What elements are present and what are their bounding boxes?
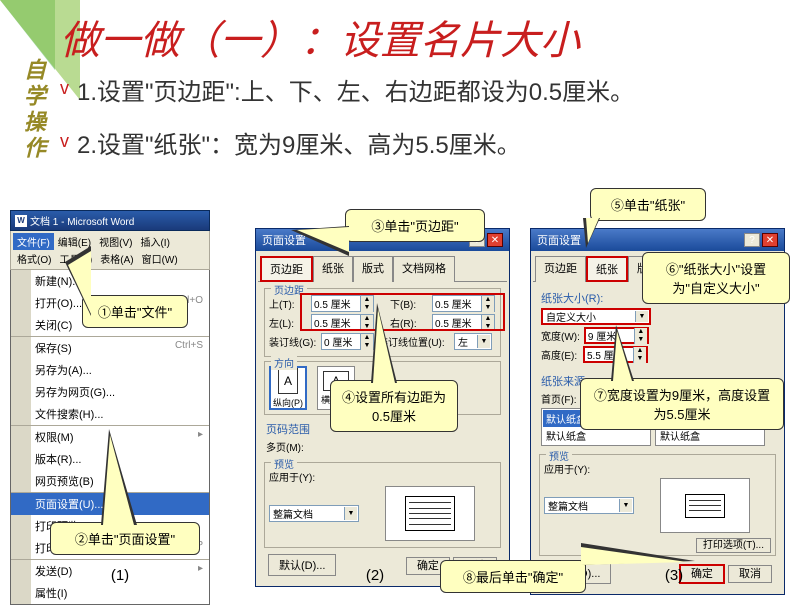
paper-source-title: 纸张来源 [541,376,585,388]
left-spinner[interactable]: ▲▼ [311,314,374,331]
tab-margins[interactable]: 页边距 [260,256,313,282]
pages-title: 页码范围 [266,424,310,436]
orient-portrait[interactable]: A纵向(P) [269,366,307,410]
bullet: v [60,78,69,99]
menu-view[interactable]: 视图(V) [95,233,136,250]
menu-file[interactable]: 文件(F) [13,233,54,250]
dialog2-titlebar: 页面设置 ?✕ [531,229,784,251]
menu-format[interactable]: 格式(O) [13,250,55,267]
callout-7: ⑦宽度设置为9厘米，高度设置为5.5厘米 [580,378,784,430]
apply-select-2[interactable]: 整篇文档 [544,497,634,514]
menu-item-6[interactable]: 文件搜索(H)... [11,403,209,425]
callout-1-text: ①单击"文件" [98,305,172,320]
callout-8: ⑧最后单击"确定" [440,560,586,593]
callout-5-text: ⑤单击"纸张" [611,198,685,213]
menu-window[interactable]: 窗口(W) [138,250,182,267]
dialog2-title: 页面设置 [537,232,581,248]
callout-2-text: ②单击"页面设置" [75,532,175,547]
instruction-2: 2.设置"纸张"：宽为9厘米、高为5.5厘米。 [77,125,521,160]
default-button[interactable]: 默认(D)... [268,554,336,576]
right-spinner[interactable]: ▲▼ [432,314,495,331]
help-icon[interactable]: ? [744,233,760,247]
callout-3: ③单击"页边距" [345,209,485,242]
instructions: v 1.设置"页边距":上、下、左、右边距都设为0.5厘米。 v 2.设置"纸张"：… [60,72,764,178]
width-label: 宽度(W): [541,328,580,343]
apply-label: 应用于(Y): [269,469,321,484]
callout-6-text: ⑥"纸张大小"设置为"自定义大小" [666,262,766,296]
page-title: 做一做（一）：设置名片大小 [60,8,580,66]
menu-table[interactable]: 表格(A) [96,250,137,267]
step-3-label: (3) [644,567,704,584]
close-icon[interactable]: ✕ [487,233,503,247]
callout-5: ⑤单击"纸张" [590,188,706,221]
gutter-label: 装订线(G): [269,334,317,349]
preview-group: 预览 应用于(Y): 整篇文档 [264,462,501,548]
tab-paper[interactable]: 纸张 [313,256,353,282]
callout-4-text: ④设置所有边距为0.5厘米 [342,390,446,424]
instruction-1: 1.设置"页边距":上、下、左、右边距都设为0.5厘米。 [77,72,634,107]
cancel-button-2[interactable]: 取消 [728,565,772,583]
side-label: 自学操作 [17,58,49,162]
step-1-label: (1) [90,567,150,584]
gutter-spinner[interactable]: ▲▼ [321,333,374,350]
word-menubar: 文件(F)编辑(E)视图(V)插入(I)格式(O)工具(T)表格(A)窗口(W) [10,231,210,270]
tab-paper-2[interactable]: 纸张 [586,256,628,282]
top-spinner[interactable]: ▲▼ [311,295,374,312]
step-2-label: (2) [345,567,405,584]
menu-item-5[interactable]: 另存为网页(G)... [11,381,209,403]
bottom-spinner[interactable]: ▲▼ [432,295,495,312]
height-label: 高度(E): [541,347,579,362]
preview-group-2: 预览 应用于(Y): 整篇文档 打印选项(T)... [539,454,776,556]
callout-2: ②单击"页面设置" [50,522,200,555]
menu-item-3[interactable]: 保存(S)Ctrl+S [11,336,209,359]
menu-item-14[interactable]: 属性(I) [11,582,209,604]
callout-1: ①单击"文件" [82,295,188,328]
left-label: 左(L): [269,315,307,330]
preview-title-2: 预览 [546,448,572,463]
diagram-area: 文档 1 - Microsoft Word 文件(F)编辑(E)视图(V)插入(… [10,210,784,591]
menu-item-0[interactable]: 新建(N)... [11,270,209,292]
preview-title: 预览 [271,456,297,471]
paper-size-title: 纸张大小(R): [541,293,603,305]
callout-8-text: ⑧最后单击"确定" [463,570,563,585]
preview-box-2 [660,478,750,533]
menu-item-4[interactable]: 另存为(A)... [11,359,209,381]
callout-6: ⑥"纸张大小"设置为"自定义大小" [642,252,790,304]
tab-margins-2[interactable]: 页边距 [535,256,586,282]
callout-7-text: ⑦宽度设置为9厘米，高度设置为5.5厘米 [594,388,770,422]
tab-grid[interactable]: 文档网格 [393,256,455,282]
apply-select[interactable]: 整篇文档 [269,505,359,522]
orient-title: 方向 [271,355,297,370]
bullet: v [60,131,69,152]
gutterpos-select[interactable]: 左 [454,333,492,350]
print-options-button[interactable]: 打印选项(T)... [696,538,771,553]
preview-box [385,486,475,541]
menu-insert[interactable]: 插入(I) [136,233,173,250]
word-titlebar: 文档 1 - Microsoft Word [10,210,210,231]
margins-group-title: 页边距 [271,282,307,297]
tab-layout[interactable]: 版式 [353,256,393,282]
callout-4: ④设置所有边距为0.5厘米 [330,380,458,432]
apply-label-2: 应用于(Y): [544,461,596,476]
callout-3-text: ③单击"页边距" [371,219,458,234]
close-icon[interactable]: ✕ [762,233,778,247]
top-label: 上(T): [269,296,307,311]
paper-size-select[interactable]: 自定义大小 [541,308,651,325]
multi-label: 多页(M): [266,439,314,454]
